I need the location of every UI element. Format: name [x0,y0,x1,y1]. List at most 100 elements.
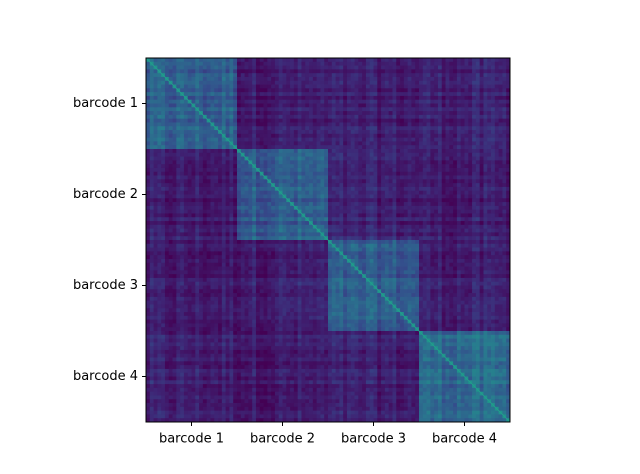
heatmap-cell [506,111,510,116]
heatmap-cell [346,190,352,195]
heatmap-cell [422,243,427,248]
heatmap-cell [396,84,401,89]
heatmap-cell [248,58,253,63]
heatmap-cell [274,149,280,154]
heatmap-cell [343,92,348,97]
heatmap-cell [468,149,473,154]
heatmap-cell [267,198,272,203]
heatmap-cell [350,92,355,97]
heatmap-cell [305,145,310,150]
heatmap-cell [468,171,473,176]
heatmap-cell [320,209,325,214]
heatmap-cell [161,80,166,85]
heatmap-cell [460,190,465,195]
heatmap-cell [309,202,314,207]
heatmap-cell [301,209,306,214]
heatmap-cell [422,137,427,142]
heatmap-cell [233,209,238,214]
heatmap-cell [202,213,208,218]
heatmap-cell [449,99,454,104]
heatmap-cell [282,240,287,245]
heatmap-cell [369,149,374,154]
heatmap-cell [293,58,299,63]
heatmap-cell [449,65,454,70]
heatmap-cell [354,80,359,85]
heatmap-cell [365,103,371,108]
heatmap-cell [468,224,473,230]
heatmap-cell [453,171,458,176]
heatmap-cell [210,126,215,131]
heatmap-cell [437,217,443,222]
heatmap-cell [502,84,507,89]
heatmap-cell [172,103,177,108]
heatmap-cell [244,217,249,222]
heatmap-cell [290,99,295,104]
heatmap-cell [146,213,151,218]
heatmap-cell [233,224,238,230]
heatmap-cell [373,251,378,256]
heatmap-cell [187,92,192,97]
heatmap-cell [252,126,257,131]
heatmap-cell [293,65,299,70]
heatmap-cell [483,69,488,74]
heatmap-cell [483,95,488,101]
heatmap-cell [267,145,272,150]
heatmap-cell [441,103,446,108]
heatmap-cell [426,198,431,203]
heatmap-cell [146,205,151,211]
heatmap-cell [381,141,386,146]
heatmap-cell [479,232,484,237]
heatmap-cell [502,243,507,248]
heatmap-cell [149,171,154,176]
heatmap-cell [426,167,431,173]
heatmap-cell [168,183,173,188]
heatmap-cell [350,209,355,214]
heatmap-cell [331,141,336,146]
heatmap-cell [172,190,177,195]
heatmap-cell [487,221,492,226]
heatmap-cell [225,103,230,108]
heatmap-cell [161,65,166,70]
heatmap-cell [369,107,374,112]
heatmap-cell [494,194,500,199]
heatmap-cell [373,111,378,116]
heatmap-cell [358,247,363,252]
heatmap-cell [472,171,477,176]
heatmap-cell [400,243,405,248]
heatmap-cell [221,183,227,188]
heatmap-cell [301,88,306,93]
heatmap-cell [157,221,162,226]
heatmap-cell [415,221,420,226]
heatmap-cell [468,141,473,146]
heatmap-cell [271,186,276,192]
heatmap-cell [240,145,245,150]
heatmap-cell [483,240,488,245]
heatmap-cell [388,61,393,66]
heatmap-cell [377,76,382,82]
heatmap-cell [445,122,450,127]
heatmap-cell [183,69,189,74]
heatmap-cell [153,149,158,154]
heatmap-cell [187,122,192,127]
heatmap-cell [183,149,189,154]
heatmap-cell [468,69,473,74]
heatmap-cell [176,58,181,63]
heatmap-cell [472,88,477,93]
heatmap-cell [267,190,272,195]
heatmap-cell [263,209,268,214]
heatmap-cell [456,236,462,241]
heatmap-cell [274,133,280,139]
heatmap-cell [202,224,208,230]
heatmap-cell [274,152,280,157]
heatmap-cell [172,141,177,146]
heatmap-cell [225,107,230,112]
heatmap-cell [221,202,227,207]
heatmap-cell [297,65,302,70]
heatmap-cell [316,152,321,157]
heatmap-cell [426,240,431,245]
heatmap-cell [305,58,310,63]
heatmap-cell [483,126,488,131]
heatmap-cell [487,160,492,165]
heatmap-cell [263,111,268,116]
heatmap-cell [312,126,318,131]
